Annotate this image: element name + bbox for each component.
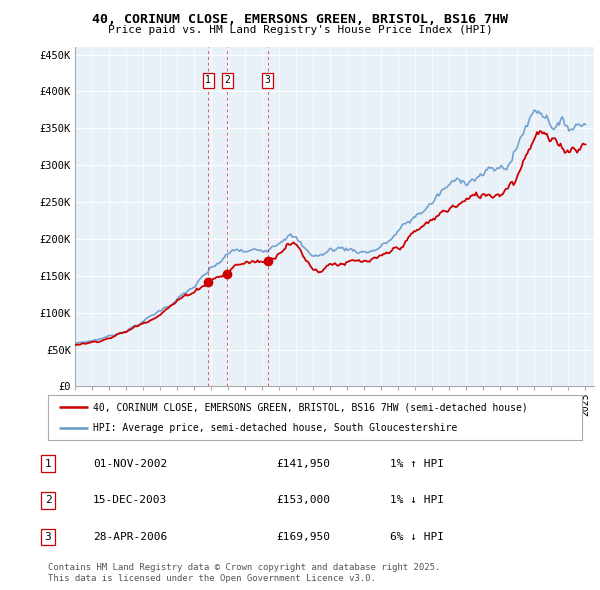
Text: 2: 2 — [44, 496, 52, 505]
Text: 15-DEC-2003: 15-DEC-2003 — [93, 496, 167, 505]
Text: 40, CORINUM CLOSE, EMERSONS GREEN, BRISTOL, BS16 7HW: 40, CORINUM CLOSE, EMERSONS GREEN, BRIST… — [92, 13, 508, 26]
Text: £153,000: £153,000 — [276, 496, 330, 505]
Text: £141,950: £141,950 — [276, 459, 330, 468]
Text: 1% ↑ HPI: 1% ↑ HPI — [390, 459, 444, 468]
Text: 6% ↓ HPI: 6% ↓ HPI — [390, 532, 444, 542]
Text: This data is licensed under the Open Government Licence v3.0.: This data is licensed under the Open Gov… — [48, 574, 376, 583]
Text: HPI: Average price, semi-detached house, South Gloucestershire: HPI: Average price, semi-detached house,… — [94, 422, 458, 432]
Text: 3: 3 — [265, 76, 271, 86]
Text: 28-APR-2006: 28-APR-2006 — [93, 532, 167, 542]
Text: 3: 3 — [44, 532, 52, 542]
Text: Price paid vs. HM Land Registry's House Price Index (HPI): Price paid vs. HM Land Registry's House … — [107, 25, 493, 35]
Text: 01-NOV-2002: 01-NOV-2002 — [93, 459, 167, 468]
Text: 1: 1 — [44, 459, 52, 468]
Text: 2: 2 — [224, 76, 230, 86]
Text: Contains HM Land Registry data © Crown copyright and database right 2025.: Contains HM Land Registry data © Crown c… — [48, 563, 440, 572]
Text: 1% ↓ HPI: 1% ↓ HPI — [390, 496, 444, 505]
Text: 1: 1 — [205, 76, 211, 86]
Text: 40, CORINUM CLOSE, EMERSONS GREEN, BRISTOL, BS16 7HW (semi-detached house): 40, CORINUM CLOSE, EMERSONS GREEN, BRIST… — [94, 402, 528, 412]
Text: £169,950: £169,950 — [276, 532, 330, 542]
